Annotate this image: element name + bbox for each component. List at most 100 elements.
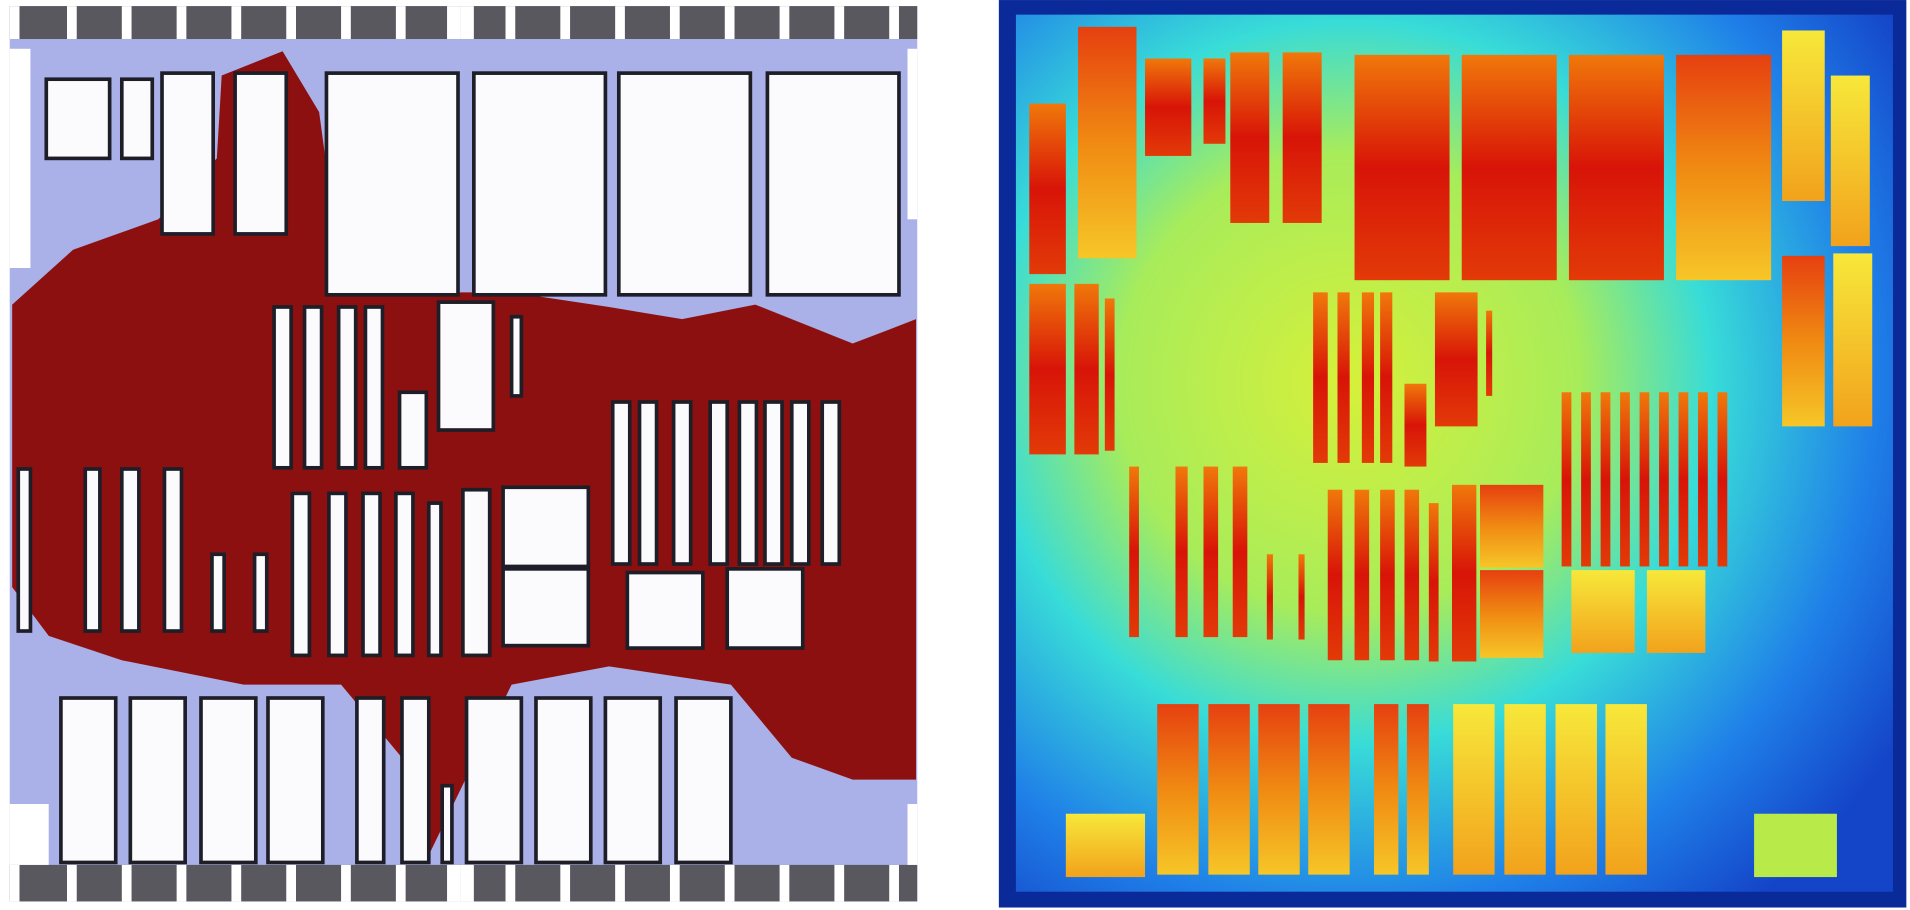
heat-block: [1337, 292, 1350, 463]
heat-block: [1698, 392, 1708, 567]
heat-block: [1175, 466, 1188, 638]
heat-block: [1782, 30, 1825, 202]
layout-block: [397, 390, 429, 470]
layout-block: [128, 696, 187, 865]
layout-panel: [9, 6, 918, 902]
edge-notch: [9, 48, 31, 269]
io-gap: [560, 864, 571, 902]
heat-block: [1833, 253, 1873, 427]
io-gap: [447, 864, 461, 902]
heat-block: [1380, 292, 1393, 463]
layout-block: [671, 400, 693, 566]
layout-block: [210, 552, 226, 633]
layout-block: [400, 696, 431, 865]
heat-block: [1568, 54, 1664, 281]
io-gap: [176, 6, 187, 40]
layout-block: [272, 305, 293, 470]
heat-block: [1453, 704, 1495, 875]
layout-block: [252, 552, 269, 633]
heat-block: [1406, 704, 1429, 875]
layout-block: [199, 696, 258, 865]
heat-block: [1754, 813, 1837, 878]
layout-block: [290, 491, 312, 658]
layout-block: [355, 696, 386, 865]
layout-block: [336, 305, 358, 470]
layout-block: [616, 71, 753, 297]
layout-block: [737, 400, 759, 566]
layout-block: [394, 491, 415, 658]
io-gap: [615, 6, 625, 40]
layout-block: [162, 467, 184, 633]
heat-block: [1620, 392, 1630, 567]
io-gap: [669, 864, 680, 902]
layout-block: [440, 783, 454, 865]
io-gap: [460, 6, 474, 40]
io-gap: [834, 6, 845, 40]
layout-block: [233, 71, 289, 236]
heat-block: [1676, 54, 1772, 281]
io-gap: [121, 6, 132, 40]
layout-block: [59, 696, 118, 865]
edge-notch: [907, 803, 918, 865]
heat-block: [1659, 392, 1669, 567]
layout-block: [472, 71, 608, 297]
heat-block: [1258, 704, 1300, 875]
io-gap: [669, 6, 680, 40]
heat-block: [1571, 570, 1635, 653]
heat-block: [1308, 704, 1350, 875]
io-gap: [231, 864, 242, 902]
heat-block: [1480, 570, 1544, 658]
heat-block: [1555, 704, 1597, 875]
edge-notch: [907, 48, 918, 220]
layout-block: [324, 71, 460, 297]
io-gap: [724, 6, 735, 40]
heat-block: [1717, 392, 1728, 567]
heat-block: [1404, 489, 1420, 661]
layout-block: [501, 567, 591, 648]
io-gap: [176, 864, 187, 902]
heat-block: [1451, 484, 1477, 662]
io-gap: [286, 6, 297, 40]
heat-block: [1581, 392, 1591, 567]
io-gap: [9, 6, 20, 40]
heat-block: [1504, 704, 1546, 875]
io-gap: [341, 864, 351, 902]
io-gap: [779, 864, 790, 902]
layout-block: [426, 501, 443, 658]
layout-block: [789, 400, 811, 566]
heat-block: [1203, 466, 1219, 638]
layout-block: [610, 400, 632, 566]
layout-block: [534, 696, 593, 865]
layout-block: [501, 485, 591, 569]
layout-block: [363, 305, 385, 470]
heat-block: [1203, 58, 1226, 144]
layout-block: [302, 305, 324, 470]
layout-block: [16, 467, 33, 633]
heat-block: [1078, 26, 1137, 259]
io-gap: [286, 864, 297, 902]
layout-block: [820, 400, 842, 566]
io-gap: [889, 864, 899, 902]
heat-block: [1480, 484, 1544, 568]
io-gap: [889, 6, 899, 40]
heatmap-panel: [998, 0, 1907, 908]
layout-block: [725, 567, 805, 650]
heat-block: [1282, 52, 1322, 223]
heat-block: [1157, 704, 1199, 875]
layout-block: [763, 400, 784, 566]
io-gap: [231, 6, 242, 40]
io-gap: [560, 6, 571, 40]
layout-block: [44, 77, 112, 161]
heat-block: [1230, 52, 1270, 223]
layout-block: [509, 314, 524, 398]
io-gap: [121, 864, 132, 902]
heat-block: [1830, 75, 1870, 247]
heat-block: [1428, 503, 1439, 662]
hotspot-region: [12, 51, 917, 856]
heat-block: [1646, 570, 1706, 653]
heat-block: [1561, 392, 1572, 567]
layout-block: [160, 71, 215, 236]
heat-block: [1461, 54, 1557, 281]
io-gap: [66, 6, 77, 40]
